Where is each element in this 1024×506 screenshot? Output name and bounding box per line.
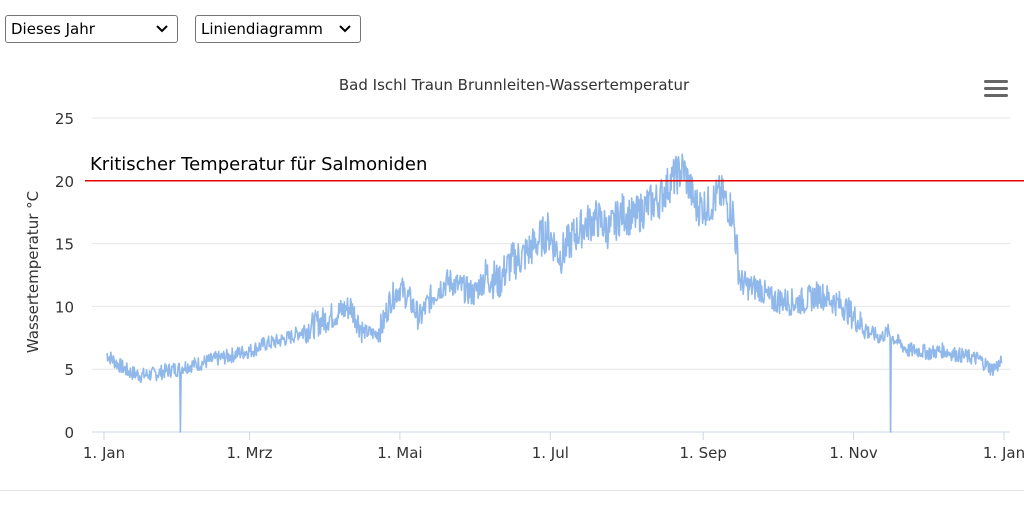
chart-context-menu-button[interactable] [984, 80, 1008, 98]
time-range-select[interactable]: Dieses Jahr [5, 15, 178, 43]
x-tick-label: 1. Jul [532, 444, 569, 462]
chart-type-select-value: Liniendiagramm [201, 20, 323, 38]
y-axis-title: Wassertemperatur °C [24, 191, 42, 353]
chart-title: Bad Ischl Traun Brunnleiten-Wassertemper… [339, 76, 690, 94]
bottom-divider [0, 490, 1024, 491]
y-tick-label: 0 [64, 424, 74, 442]
series-group [105, 153, 1003, 433]
chevron-down-icon [156, 25, 168, 33]
x-axis: 1. Jan 1. Mrz 1. Mai 1. Jul 1. Sep 1. Nov 1. J… [83, 431, 1024, 462]
threshold-label: Kritischer Temperatur für Salmoniden [90, 154, 427, 175]
x-tick-label: 1. Mrz [226, 444, 272, 462]
chart-type-select[interactable]: Liniendiagramm [195, 15, 361, 43]
y-tick-label: 25 [55, 110, 74, 128]
hamburger-menu-icon [984, 80, 1008, 83]
time-range-select-value: Dieses Jahr [11, 20, 95, 38]
chevron-down-icon [339, 25, 351, 33]
y-tick-label: 10 [55, 298, 74, 316]
series-line [105, 153, 1003, 433]
x-tick-label: 1. Jan [983, 444, 1024, 462]
x-tick-label: 1. Mai [377, 444, 422, 462]
x-tick-label: 1. Nov [829, 444, 877, 462]
y-tick-label: 5 [64, 361, 74, 379]
y-axis-ticks: 0 5 10 15 20 25 [55, 110, 74, 442]
y-tick-label: 20 [55, 173, 74, 191]
x-tick-label: 1. Sep [679, 444, 726, 462]
y-tick-label: 15 [55, 236, 74, 254]
x-tick-label: 1. Jan [83, 444, 125, 462]
